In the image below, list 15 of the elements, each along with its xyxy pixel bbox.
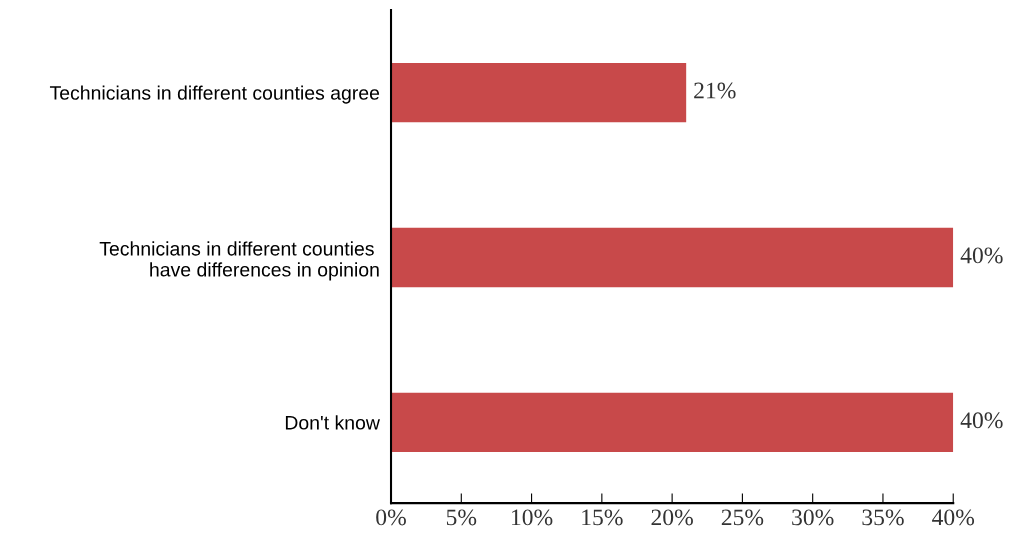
x-tick-label: 30% bbox=[792, 509, 834, 526]
data-label: 40% bbox=[960, 247, 1003, 264]
x-tick-label: 15% bbox=[582, 509, 623, 526]
x-tick-label: 40% bbox=[932, 509, 975, 526]
x-tick-label: 35% bbox=[862, 509, 904, 526]
data-label: 21% bbox=[694, 82, 736, 99]
y-tick-label: Don't know bbox=[285, 415, 380, 430]
x-tick-label: 10% bbox=[512, 509, 553, 526]
x-tick-label: 25% bbox=[721, 509, 764, 526]
x-tick-label: 0% bbox=[376, 509, 406, 526]
y-tick-label: Technicians in different counties agree bbox=[49, 85, 380, 104]
data-label: 40% bbox=[960, 412, 1003, 429]
y-tick-label: Technicians in different counties have differences in opinion bbox=[99, 241, 379, 281]
x-tick-label: 5% bbox=[446, 509, 477, 526]
x-tick-label: 20% bbox=[651, 509, 693, 526]
